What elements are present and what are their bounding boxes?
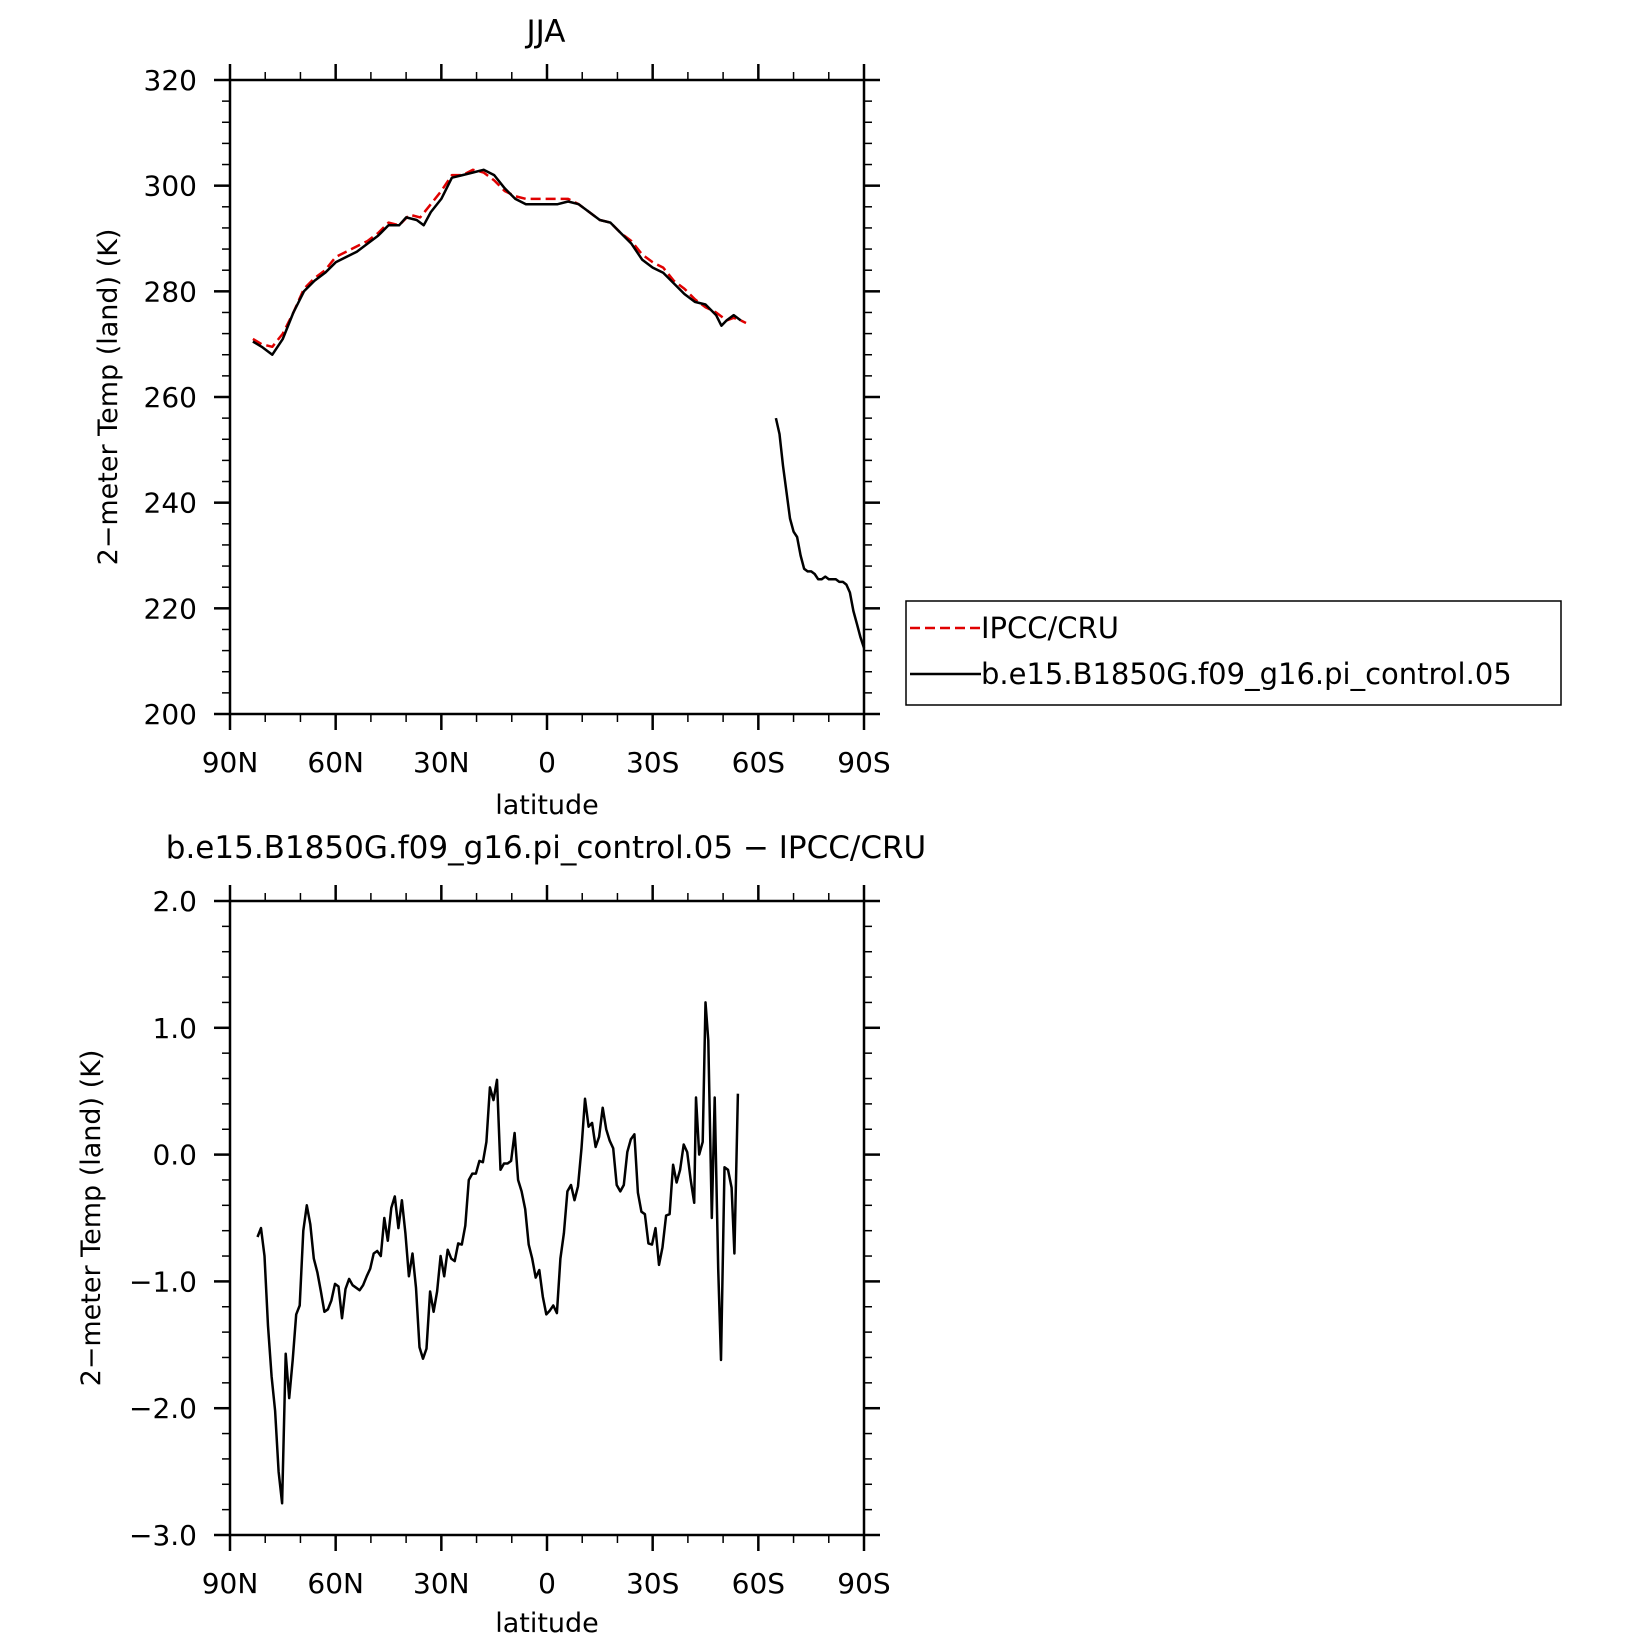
x-axis-label: latitude (495, 790, 599, 821)
plot-series (256, 1001, 740, 1505)
legend-label-model: b.e15.B1850G.f09_g16.pi_control.05 (981, 657, 1512, 691)
x-axis-ticks: 90N 60N 30N 0 30S 60S 90S (202, 885, 891, 1600)
y-tick-label: 240 (144, 487, 197, 520)
x-tick-label: 60N (307, 1567, 364, 1600)
y-axis-label: 2−meter Temp (land) (K) (76, 1050, 107, 1387)
plot-series (252, 168, 866, 649)
legend: IPCC/CRU b.e15.B1850G.f09_g16.pi_control… (905, 600, 1562, 706)
y-axis-ticks: 200 220 240 260 280 300 320 (144, 64, 880, 731)
x-axis-label: latitude (495, 1608, 599, 1639)
x-axis-ticks: 90N 60N 30N 0 30S 60S 90S (202, 64, 891, 779)
x-tick-label: 60S (732, 746, 785, 779)
panel-title: b.e15.B1850G.f09_g16.pi_control.05 − IPC… (166, 830, 926, 866)
x-tick-label: 30N (413, 746, 470, 779)
panel-top-jja: JJA 200 220 240 260 280 300 320 90N 60N 30N 0 30S 6… (93, 14, 891, 821)
x-tick-label: 60N (307, 746, 364, 779)
y-tick-label: 260 (144, 381, 197, 414)
series-line-difference (256, 1001, 740, 1505)
panel-title: JJA (525, 14, 566, 50)
y-tick-label: 320 (144, 64, 197, 97)
x-tick-label: 30N (413, 1567, 470, 1600)
x-tick-label: 90S (837, 1567, 890, 1600)
x-tick-label: 90S (837, 746, 890, 779)
x-tick-label: 0 (538, 746, 556, 779)
y-tick-label: 300 (144, 170, 197, 203)
y-axis-label: 2−meter Temp (land) (K) (93, 229, 124, 566)
plot-frame (228, 899, 866, 1537)
series-line-ipcc-cru (252, 168, 747, 349)
x-tick-label: 30S (626, 1567, 679, 1600)
legend-box (905, 600, 1562, 706)
y-tick-label: 2.0 (152, 885, 197, 918)
x-tick-label: 90N (202, 1567, 259, 1600)
legend-label-ipcc-cru: IPCC/CRU (981, 611, 1119, 645)
x-tick-label: 90N (202, 746, 259, 779)
y-tick-label: 1.0 (152, 1012, 197, 1045)
y-tick-label: −2.0 (129, 1392, 197, 1425)
y-tick-label: −1.0 (129, 1265, 197, 1298)
y-tick-label: 200 (144, 698, 197, 731)
panel-bottom-difference: b.e15.B1850G.f09_g16.pi_control.05 − IPC… (76, 830, 926, 1639)
series-line-b-e15-b1850g-f09-g16-pi-control-05 (252, 168, 742, 356)
plot-frame (228, 78, 866, 716)
x-tick-label: 30S (626, 746, 679, 779)
y-tick-label: −3.0 (129, 1519, 197, 1552)
x-tick-label: 60S (732, 1567, 785, 1600)
y-tick-label: 0.0 (152, 1139, 197, 1172)
series-line-b-e15-b1850g-f09-g16-pi-control-05 (774, 417, 866, 649)
y-axis-ticks: −3.0 −2.0 −1.0 0.0 1.0 2.0 (129, 885, 880, 1552)
y-tick-label: 220 (144, 592, 197, 625)
y-tick-label: 280 (144, 275, 197, 308)
x-tick-label: 0 (538, 1567, 556, 1600)
